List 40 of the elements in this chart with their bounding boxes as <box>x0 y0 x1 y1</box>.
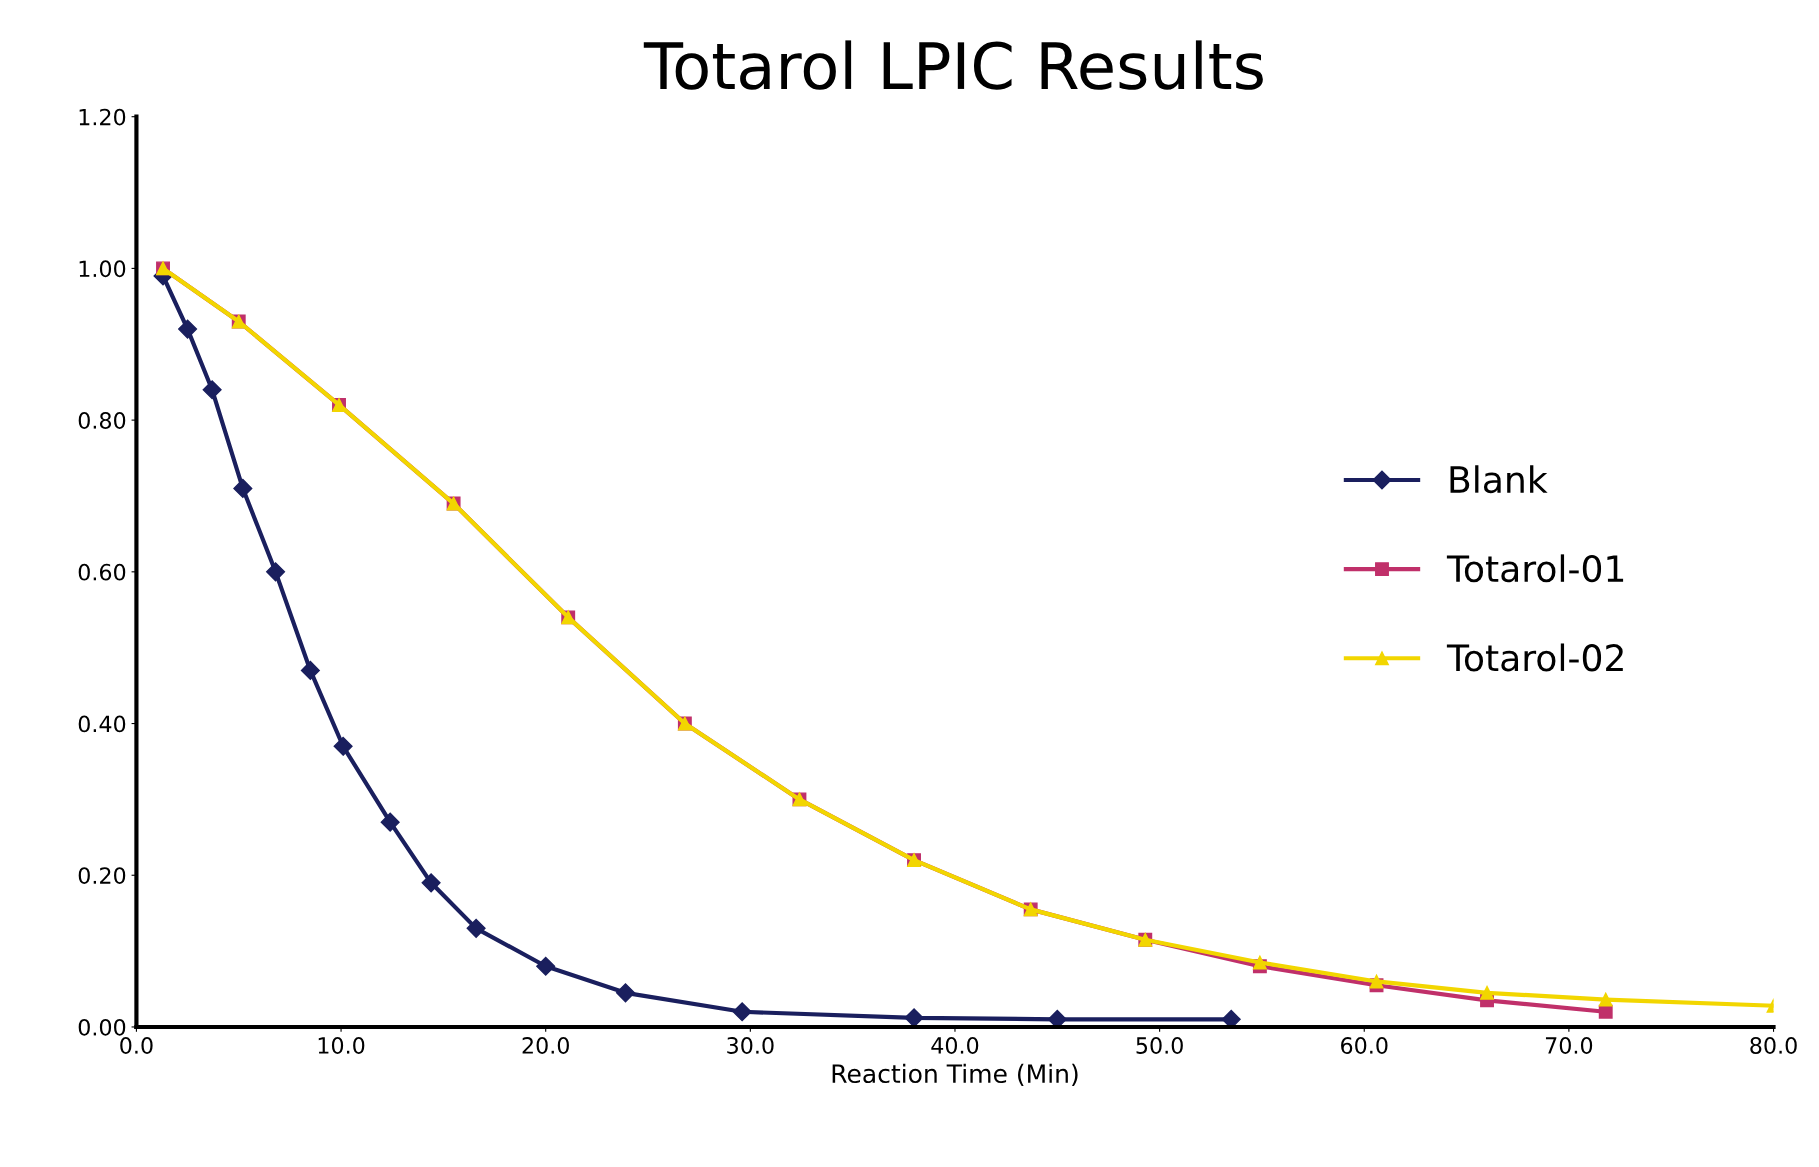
point <box>421 873 441 893</box>
point <box>1480 985 1494 1000</box>
y-tick-label: 1.00 <box>79 260 126 278</box>
x-tick-label: 60.0 <box>1341 1037 1388 1054</box>
y-tick-label: 0.20 <box>78 867 126 885</box>
point <box>300 660 320 680</box>
x-tick-label: 40.0 <box>931 1037 979 1054</box>
y-tick-label: 1.20 <box>79 108 126 126</box>
y-tick-label: 0.80 <box>78 412 126 429</box>
point <box>1598 992 1613 1007</box>
point <box>178 319 198 339</box>
y-tick-label: 0.60 <box>78 563 126 581</box>
y-tick-label: 0.40 <box>78 715 126 733</box>
x-tick-label: 30.0 <box>727 1037 774 1054</box>
legend-label: Totarol-02 <box>1446 643 1623 672</box>
point <box>732 1002 752 1022</box>
point <box>1369 974 1384 989</box>
point <box>615 983 636 1003</box>
legend-label: Blank <box>1450 465 1548 494</box>
point <box>466 918 486 938</box>
point <box>233 478 253 498</box>
point <box>1047 1009 1067 1027</box>
chart-title: Totarol LPIC Results <box>643 40 1263 90</box>
x-tick-label: 10.0 <box>318 1037 365 1054</box>
x-tick-label: 80.0 <box>1750 1037 1797 1054</box>
x-tick-label: 20.0 <box>522 1037 569 1054</box>
x-axis-title: Reaction Time (Min) <box>832 1063 1078 1087</box>
point <box>333 736 353 756</box>
y-tick-label: 0.00 <box>78 1018 126 1036</box>
point <box>202 380 222 400</box>
point <box>904 1008 924 1027</box>
point <box>536 956 556 976</box>
point <box>1221 1009 1241 1027</box>
point <box>380 812 400 832</box>
x-tick-label: 70.0 <box>1545 1037 1593 1054</box>
point <box>1252 955 1267 970</box>
legend-label: Totarol-01 <box>1446 554 1624 583</box>
x-tick-label: 50.0 <box>1136 1037 1183 1054</box>
point <box>266 562 286 582</box>
x-tick-label: 0.0 <box>120 1037 153 1054</box>
